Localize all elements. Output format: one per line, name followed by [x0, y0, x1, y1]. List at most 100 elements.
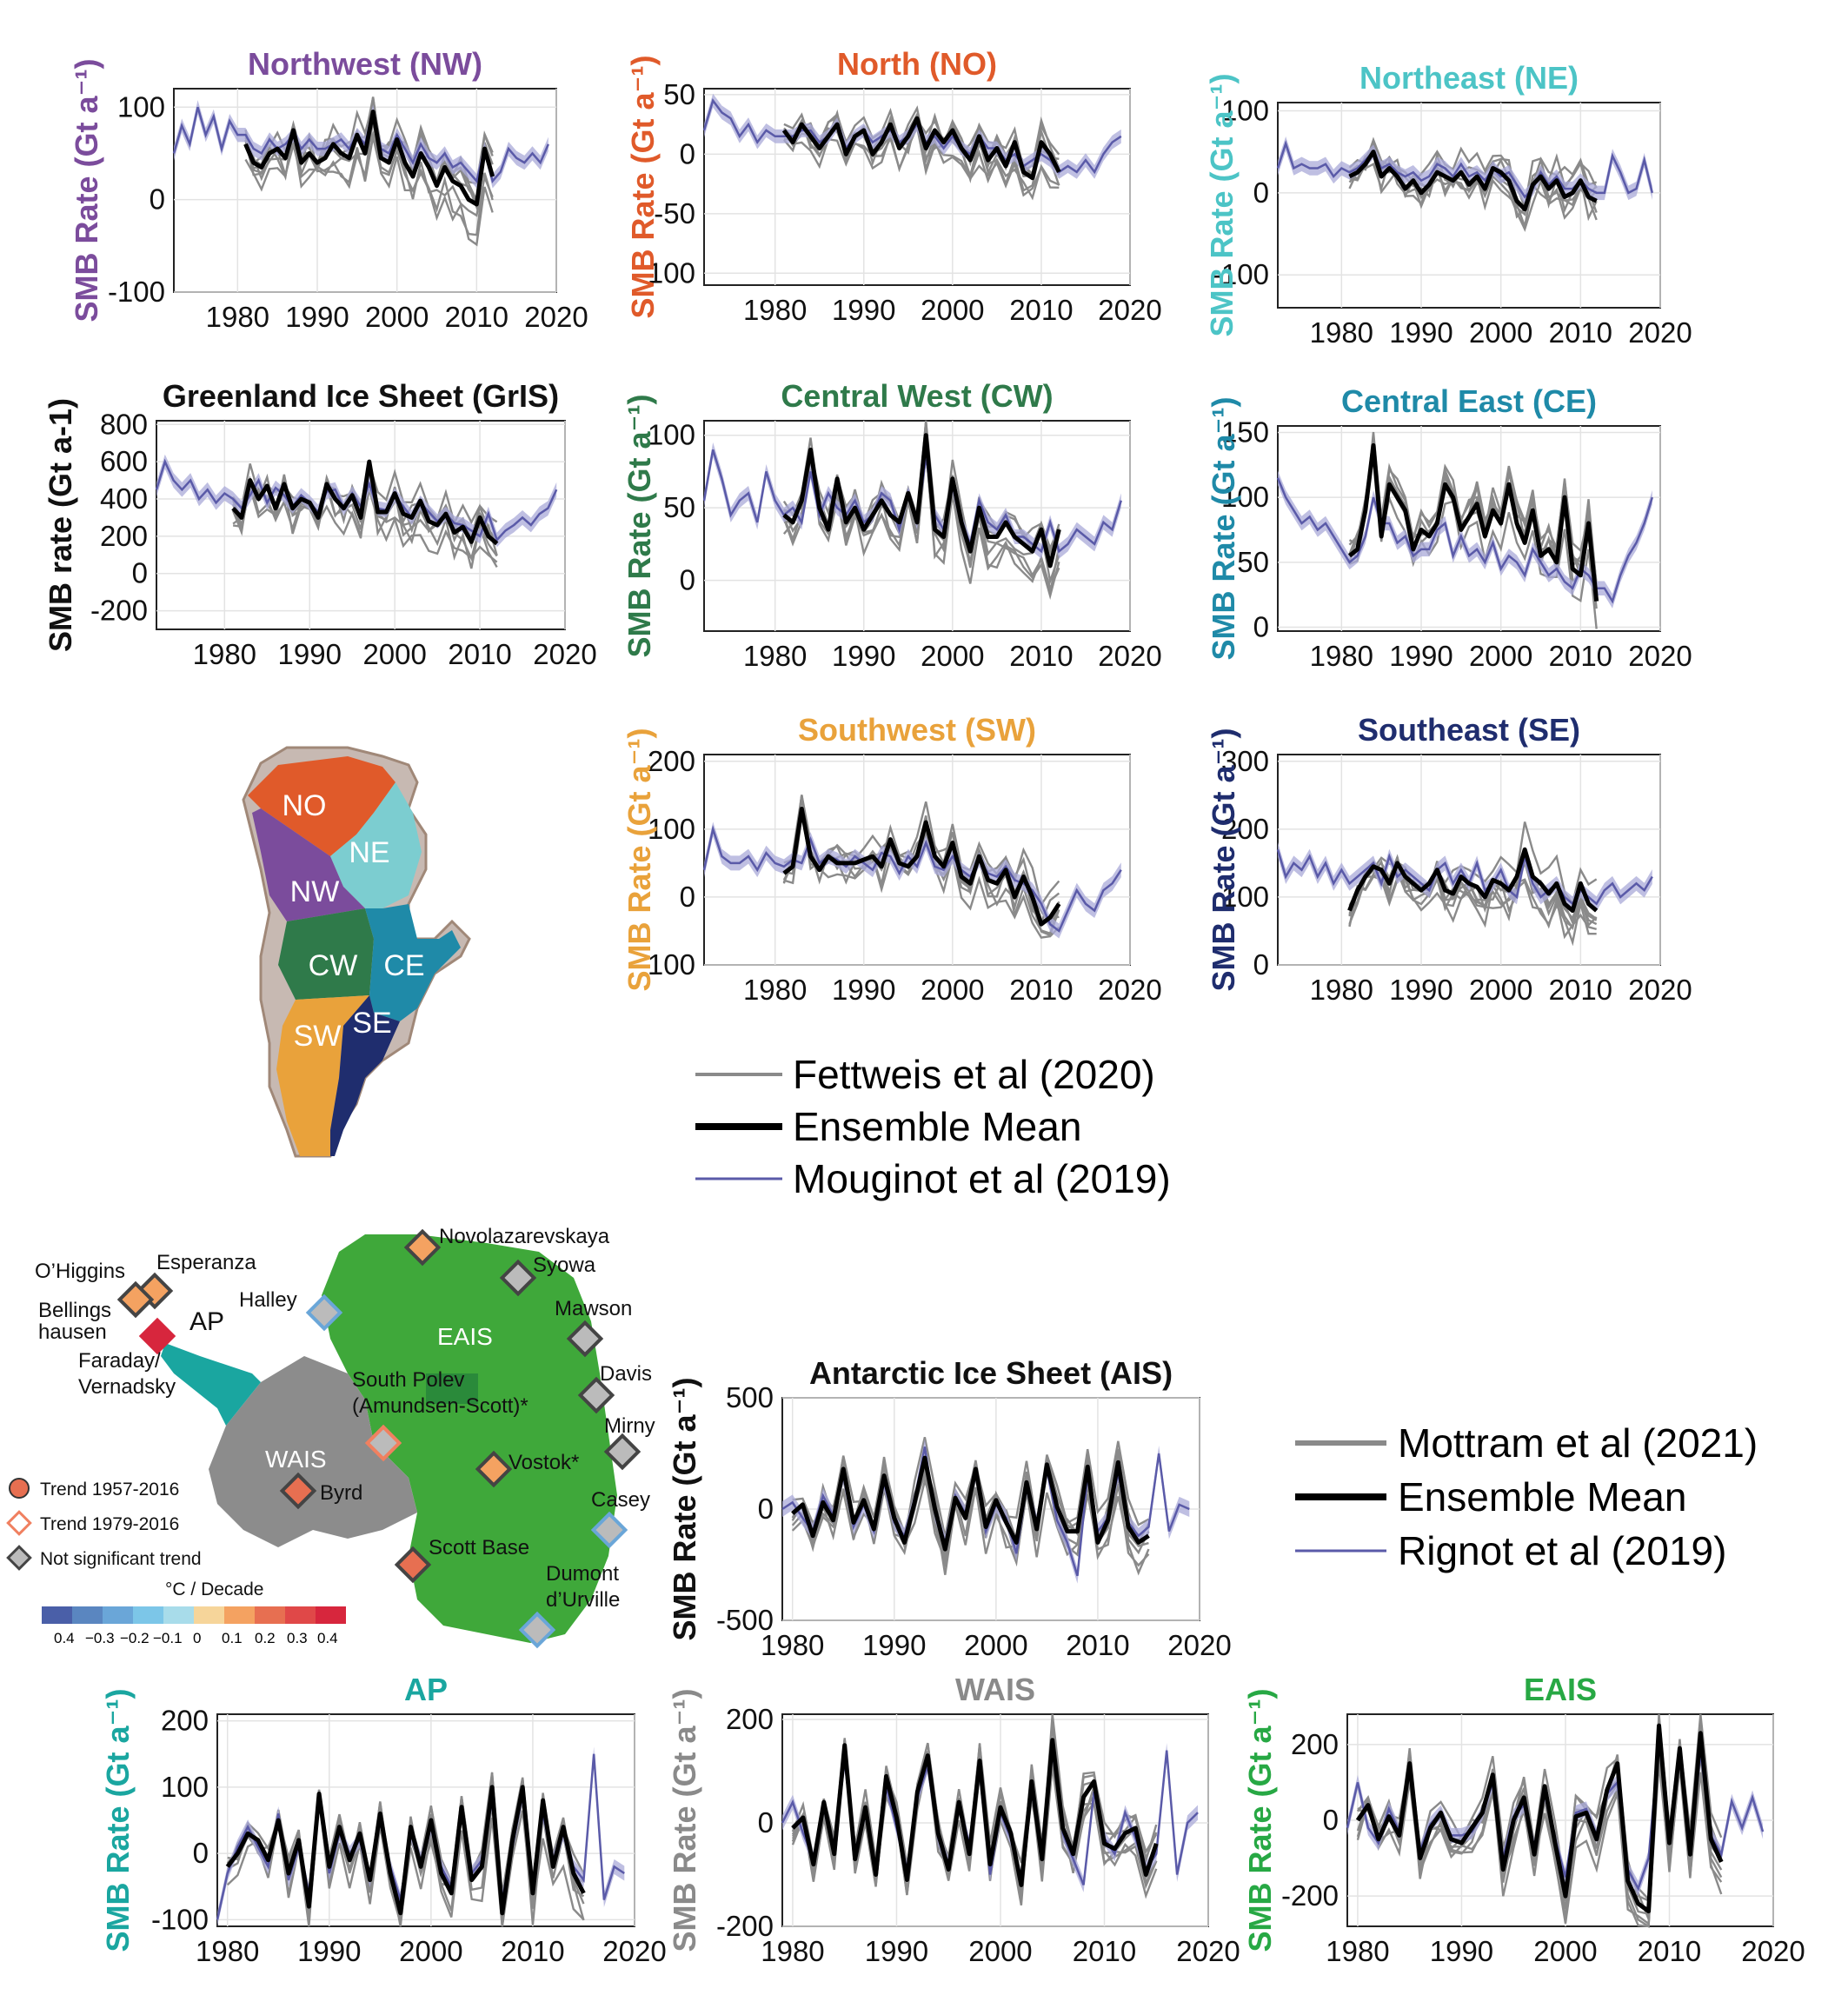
legend-antarctica: Mottram et al (2021) Ensemble Mean Rigno…: [1295, 1420, 1758, 1573]
y-tick-label: -200: [716, 1910, 774, 1942]
ensemble-mean-line: [1355, 1723, 1724, 1914]
region-SW: [276, 995, 369, 1156]
x-tick-label: 1980: [206, 301, 269, 333]
x-tick-label: 1980: [1326, 1935, 1389, 1967]
y-tick-label: 0: [758, 1806, 774, 1839]
station-label-south-pole: South Polev: [352, 1368, 464, 1392]
model-member-line: [1348, 869, 1597, 947]
colorbar-tick: 0: [193, 1630, 201, 1646]
x-tick-label: 2010: [1638, 1935, 1701, 1967]
y-tick-label: 0: [1253, 948, 1269, 981]
chart-ce: 1980 1990 2000 2010 2020 150 100 50 0 Central Eas…: [1206, 383, 1692, 672]
y-axis-label: SMB Rate (Gt a⁻¹): [667, 1688, 702, 1952]
station-marker-vostok: [475, 1450, 513, 1488]
map-label-SE: SE: [352, 1007, 391, 1040]
y-tick-label: 100: [1221, 481, 1269, 513]
legend-not-significant: Not significant trend: [40, 1549, 202, 1569]
x-tick-label: 2000: [1469, 316, 1532, 349]
chart-nw: 1980 1990 2000 2010 2020 100 0 -100 Northwest (N…: [69, 46, 588, 333]
y-tick-label: -100: [151, 1903, 209, 1935]
colorbar-tick: −0.3: [85, 1630, 115, 1646]
x-tick-label: 2000: [362, 638, 426, 670]
region-CW: [278, 908, 374, 1000]
chart-title: Northwest (NW): [248, 46, 482, 82]
station-marker-mirny: [603, 1433, 641, 1471]
station-marker-byrd: [279, 1472, 317, 1510]
y-tick-label: 400: [100, 482, 148, 515]
station-marker-halley: [305, 1293, 343, 1332]
x-tick-label: 2020: [1176, 1935, 1240, 1967]
x-tick-label: 2010: [1549, 316, 1612, 349]
x-tick-label: 2020: [1167, 1629, 1231, 1661]
chart-title: Southwest (SW): [798, 712, 1036, 748]
continent-eais: [322, 1234, 617, 1643]
legend-label-obs: Mouginot et al (2019): [793, 1156, 1171, 1201]
x-tick-label: 2010: [445, 301, 509, 333]
y-tick-label: 0: [1253, 611, 1269, 643]
y-tick-label: 800: [100, 408, 148, 440]
obs-line: [1276, 477, 1654, 604]
scale-title: °C / Decade: [165, 1579, 263, 1599]
map-highlight: [426, 1373, 478, 1404]
station-marker-faraday: [138, 1317, 176, 1355]
obs-line: [1276, 140, 1654, 199]
station-marker-dumont: [518, 1611, 556, 1649]
colorbar-tick: 0.4: [54, 1630, 75, 1646]
ensemble-mean-line: [791, 1455, 1150, 1552]
colorbar-tick: −0.2: [120, 1630, 150, 1646]
colorbar-cell: [133, 1606, 163, 1624]
y-tick-label: 50: [663, 78, 695, 110]
chart-title: Central West (CW): [781, 378, 1053, 414]
station-label-amundsen-scott: (Amundsen-Scott)*: [352, 1394, 528, 1418]
x-tick-label: 2000: [1469, 974, 1532, 1006]
x-tick-label: 1990: [832, 974, 895, 1006]
x-tick-label: 1980: [193, 638, 256, 670]
y-tick-label: 50: [663, 491, 695, 523]
antarctica-map: EAIS WAIS AP Novolazarevskaya Syowa Espe…: [6, 1225, 655, 1649]
x-tick-label: 1980: [1310, 316, 1373, 349]
x-tick-label: 1990: [278, 638, 342, 670]
x-tick-label: 1990: [832, 294, 895, 326]
x-tick-label: 2000: [921, 640, 984, 672]
y-tick-label: 200: [1221, 813, 1269, 845]
y-axis-label: SMB Rate (Gt a⁻¹): [100, 1688, 136, 1952]
model-member-line: [1348, 849, 1598, 931]
ensemble-mean-line: [1347, 847, 1599, 914]
y-tick-label: 100: [1221, 881, 1269, 913]
region-NO: [248, 756, 396, 856]
y-tick-label: 500: [726, 1381, 774, 1413]
chart-sw: 1980 1990 2000 2010 2020 200 100 0 -100 Southwest…: [622, 712, 1162, 1006]
x-tick-label: 2010: [501, 1935, 564, 1967]
station-label-mirny: Mirny: [604, 1414, 655, 1438]
x-tick-label: 1980: [761, 1935, 824, 1967]
x-tick-label: 2000: [968, 1935, 1032, 1967]
y-tick-label: -500: [716, 1604, 774, 1636]
x-tick-label: 2000: [1533, 1935, 1597, 1967]
colorbar-tick: 0.2: [255, 1630, 276, 1646]
legend-marker-trend-1957: [9, 1478, 30, 1499]
greenland-map: NO NE NW CW CE SW SE: [242, 746, 471, 1158]
y-tick-label: 200: [161, 1705, 209, 1737]
x-tick-label: 2000: [1469, 640, 1532, 672]
map-label-CW: CW: [309, 949, 358, 982]
colorbar-cell: [72, 1606, 103, 1624]
y-tick-label: 0: [150, 183, 165, 216]
station-label-ohiggins: O’Higgins: [35, 1260, 125, 1283]
obs-line: [1276, 848, 1653, 906]
ensemble-mean-line: [782, 433, 1061, 569]
x-tick-label: 1990: [1389, 640, 1452, 672]
x-tick-label: 2010: [1009, 640, 1073, 672]
x-tick-label: 2020: [1741, 1935, 1805, 1967]
continent-wais: [209, 1356, 417, 1547]
legend-label-mean-ais: Ensemble Mean: [1398, 1474, 1686, 1520]
ensemble-mean-line: [1348, 150, 1598, 212]
legend-trend-1979: Trend 1979-2016: [40, 1514, 179, 1534]
colorbar-cell: [255, 1606, 285, 1624]
station-label-bellings: Bellings: [38, 1299, 111, 1322]
x-tick-label: 2020: [1628, 640, 1692, 672]
station-label-halley: Halley: [239, 1288, 297, 1312]
x-tick-label: 2010: [1549, 974, 1612, 1006]
ensemble-mean-line: [243, 110, 495, 207]
